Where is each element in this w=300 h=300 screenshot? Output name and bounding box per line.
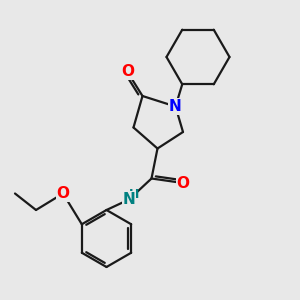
Text: N: N: [169, 99, 182, 114]
Text: N: N: [123, 192, 135, 207]
Text: O: O: [56, 186, 70, 201]
Text: O: O: [176, 176, 190, 190]
Text: O: O: [121, 64, 134, 80]
Text: H: H: [129, 188, 140, 202]
